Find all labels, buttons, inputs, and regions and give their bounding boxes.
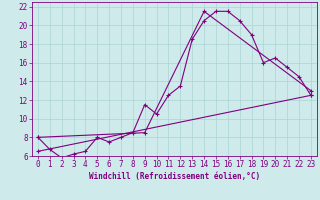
X-axis label: Windchill (Refroidissement éolien,°C): Windchill (Refroidissement éolien,°C) <box>89 172 260 181</box>
